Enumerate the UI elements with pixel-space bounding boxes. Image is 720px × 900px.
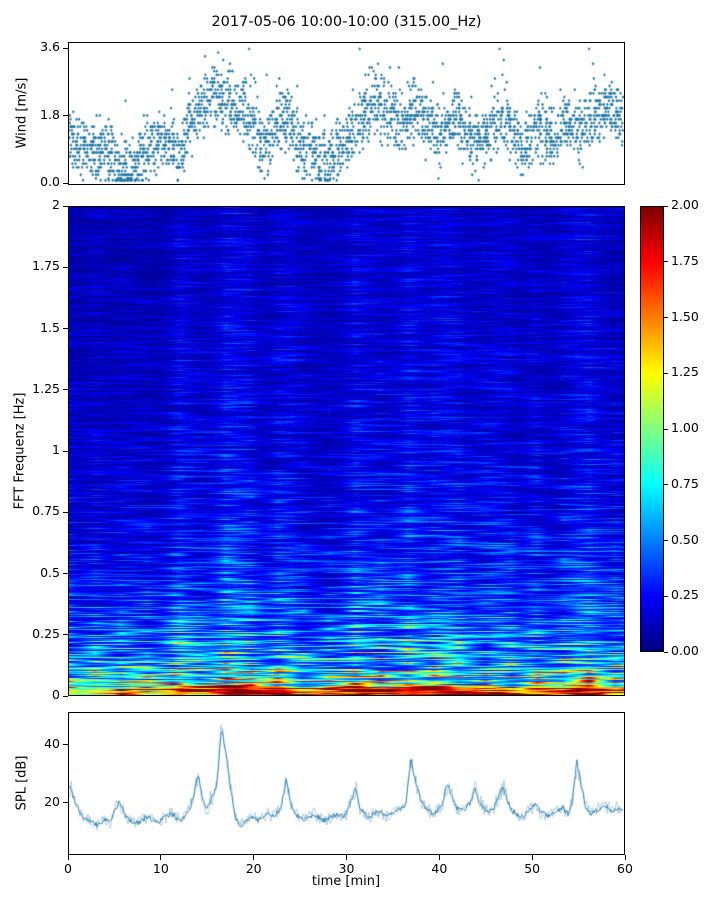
colorbar-tick-label: 2.00 <box>671 197 699 212</box>
spectrogram-panel <box>68 206 625 696</box>
y-tick-label: 2 <box>52 197 60 212</box>
y-tick-label: 0.25 <box>32 625 60 641</box>
y-tick-label: 0.5 <box>40 564 60 580</box>
y-tick-mark <box>63 744 68 746</box>
x-tick-mark <box>160 855 162 860</box>
y-tick-label: 0.75 <box>32 503 60 519</box>
spectrogram-heatmap-canvas <box>69 207 624 695</box>
y-tick-mark <box>63 47 68 49</box>
spl-line-canvas <box>69 713 624 854</box>
colorbar-tick-mark <box>664 484 668 486</box>
y-tick-mark <box>63 573 68 574</box>
colorbar-gradient-canvas <box>641 207 663 651</box>
x-tick-mark <box>531 855 533 860</box>
y-tick-mark <box>63 266 68 268</box>
wind-scatter-canvas <box>69 43 624 184</box>
colorbar-tick-label: 0.25 <box>671 587 699 603</box>
colorbar-tick-mark <box>664 540 668 541</box>
colorbar-tick-label: 0.75 <box>671 475 699 491</box>
x-axis-label: time [min] <box>311 874 381 889</box>
y-tick-mark <box>63 205 68 207</box>
x-tick-label: 30 <box>338 861 355 876</box>
y-tick-mark <box>63 182 68 184</box>
x-tick-mark <box>624 855 626 860</box>
chart-title: 2017-05-06 10:00-10:00 (315.00_Hz) <box>211 14 482 30</box>
x-tick-label: 20 <box>245 861 262 876</box>
colorbar-tick-label: 1.00 <box>671 420 699 435</box>
y-tick-mark <box>63 802 68 804</box>
x-tick-label: 10 <box>152 861 169 876</box>
x-tick-label: 40 <box>431 861 448 876</box>
x-tick-mark <box>346 855 347 860</box>
y-tick-label: 1.8 <box>40 106 60 122</box>
y-tick-mark <box>63 115 68 117</box>
x-tick-mark <box>67 855 69 860</box>
y-tick-mark <box>63 695 68 697</box>
y-tick-mark <box>63 389 68 391</box>
spl-line-panel <box>68 712 625 855</box>
colorbar-tick-label: 1.25 <box>671 364 699 380</box>
x-tick-mark <box>438 855 440 860</box>
colorbar-tick-label: 1.50 <box>671 308 699 324</box>
colorbar-tick-label: 1.75 <box>671 252 699 268</box>
y-tick-mark <box>63 328 68 329</box>
colorbar-tick-mark <box>664 595 668 597</box>
y-tick-label: 0 <box>52 687 60 702</box>
colorbar-tick-label: 0.00 <box>671 643 699 658</box>
x-tick-label: 0 <box>64 861 72 876</box>
y-tick-label: 40 <box>44 735 60 751</box>
x-tick-mark <box>253 855 255 860</box>
y-tick-label: 1.5 <box>40 319 60 335</box>
y-tick-label: 20 <box>44 793 60 809</box>
x-tick-label: 50 <box>524 861 541 876</box>
y-tick-mark <box>63 634 68 636</box>
y-tick-label: 1.25 <box>32 380 60 396</box>
y-tick-label: 0.0 <box>40 174 60 190</box>
y-tick-mark <box>63 450 68 452</box>
x-tick-label: 60 <box>617 861 633 876</box>
y-tick-mark <box>63 511 68 513</box>
colorbar-tick-mark <box>664 317 668 318</box>
colorbar-tick-label: 0.50 <box>671 531 699 547</box>
y-tick-label: 1.75 <box>32 258 60 274</box>
colorbar-tick-mark <box>664 372 668 374</box>
y-tick-label: 3.6 <box>40 39 60 54</box>
colorbar-tick-mark <box>664 428 668 430</box>
colorbar-tick-mark <box>664 651 668 653</box>
colorbar-tick-mark <box>664 205 668 207</box>
colorbar <box>640 206 664 652</box>
colorbar-tick-mark <box>664 261 668 263</box>
wind-scatter-panel <box>68 42 625 185</box>
y-tick-label: 1 <box>52 442 60 457</box>
